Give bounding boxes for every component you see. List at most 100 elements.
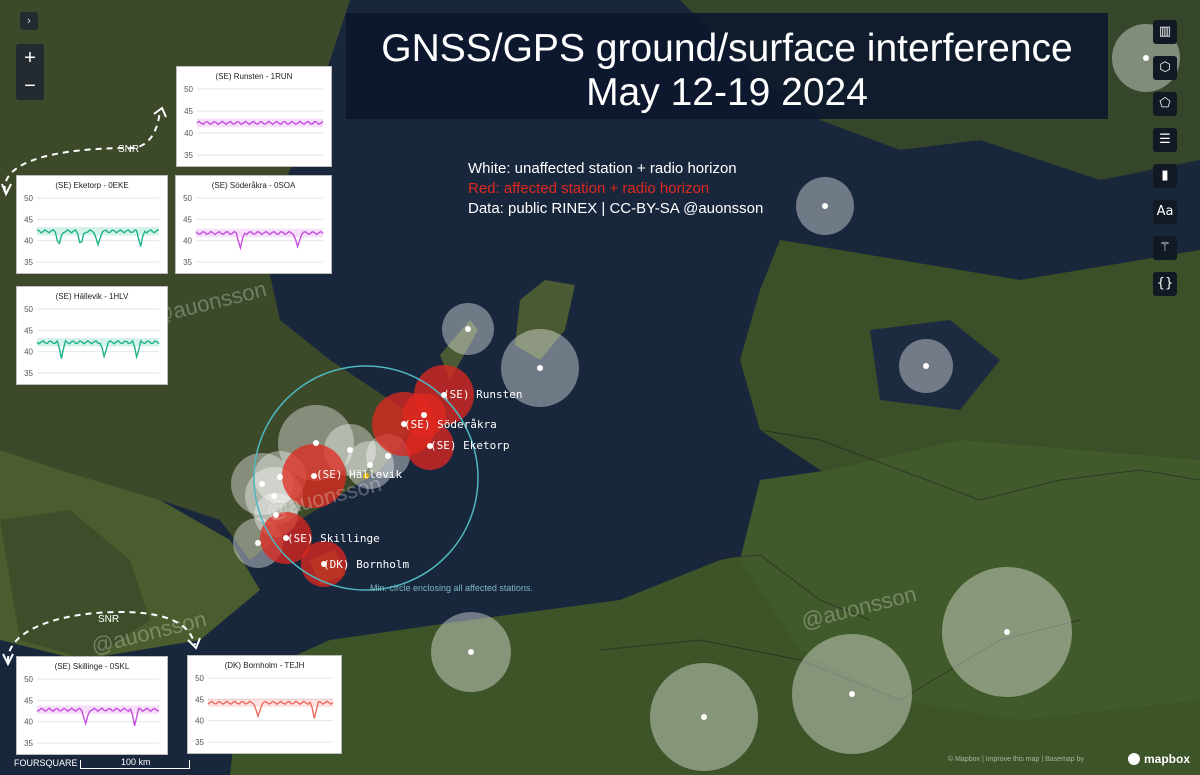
snr-chart: 50 45 40 35 (195, 674, 334, 747)
station-label-skillinge: (SE) Skillinge (287, 532, 380, 545)
code-braces-icon[interactable]: {} (1153, 272, 1177, 296)
mapbox-logo[interactable]: mapbox (1128, 752, 1190, 766)
snr-line (207, 700, 334, 719)
station-dot[interactable] (1004, 629, 1010, 635)
legend-white: White: unaffected station + radio horizo… (468, 160, 737, 177)
y-tick-label: 45 (184, 107, 193, 116)
y-tick-label: 35 (24, 739, 33, 748)
cube-icon[interactable]: ⬡ (1153, 56, 1177, 80)
panel-title: (SE) Söderåkra - 0SOA (211, 181, 296, 190)
station-dot[interactable] (255, 540, 261, 546)
station-dot[interactable] (283, 535, 289, 541)
snr-arrow-top (1, 106, 167, 197)
snr-label: SNR (98, 614, 120, 625)
y-tick-label: 35 (24, 369, 33, 378)
zoom-control: + − (16, 44, 44, 100)
snr-panel-skillinge: (SE) Skillinge - 0SKL 50 45 40 35 (16, 656, 168, 755)
y-tick-label: 45 (24, 696, 33, 705)
legend-red: Red: affected station + radio horizon (468, 180, 710, 197)
foursquare-logo: FOURSQUARE (14, 758, 78, 768)
snr-line (36, 707, 160, 727)
expand-panel-button[interactable]: › (20, 12, 38, 30)
y-tick-label: 50 (183, 194, 192, 203)
station-dot[interactable] (822, 203, 828, 209)
station-label-eketorp: (SE) Eketorp (430, 439, 510, 452)
zoom-out-button[interactable]: − (24, 75, 36, 97)
book-icon[interactable]: ▥ (1153, 20, 1177, 44)
y-tick-label: 45 (183, 215, 192, 224)
title-line-1: GNSS/GPS ground/surface interference (381, 27, 1073, 70)
station-dot[interactable] (313, 440, 319, 446)
text-style-icon[interactable]: Aa (1153, 200, 1177, 224)
y-tick-label: 40 (195, 717, 204, 726)
scale-label: 100 km (121, 757, 151, 767)
snr-panel-runsten: (SE) Runsten - 1RUN 50 45 40 35 (176, 66, 332, 167)
y-tick-label: 35 (183, 258, 192, 267)
y-tick-label: 35 (184, 151, 193, 160)
mapbox-icon (1128, 753, 1140, 765)
y-tick-label: 35 (24, 258, 33, 267)
snr-band (197, 118, 323, 128)
station-dot[interactable] (277, 474, 283, 480)
snr-band (37, 227, 159, 236)
magic-wand-icon[interactable]: ⚚ (1153, 236, 1177, 260)
y-tick-label: 35 (195, 738, 204, 747)
bar-chart-icon[interactable]: ▮ (1153, 164, 1177, 188)
y-tick-label: 50 (195, 674, 204, 683)
snr-panel-eketorp: (SE) Eketorp - 0EKE 50 45 40 35 (16, 175, 168, 274)
title-line-2: May 12-19 2024 (586, 71, 868, 114)
station-label-runsten: (SE) Runsten (443, 388, 523, 401)
station-label-hallevik: (SE) Hällevik (316, 468, 403, 481)
snr-chart: 50 45 40 35 (184, 85, 324, 160)
snr-label: SNR (118, 144, 140, 155)
station-label-soderakra: (SE) Söderåkra (404, 418, 497, 431)
panel-title: (SE) Hällevik - 1HLV (55, 292, 129, 301)
station-dot[interactable] (701, 714, 707, 720)
station-dot[interactable] (321, 561, 327, 567)
snr-panel-bornholm: (DK) Bornholm - TEJH 50 45 40 35 (187, 655, 342, 754)
station-dot[interactable] (537, 365, 543, 371)
panel-title: (SE) Runsten - 1RUN (215, 72, 293, 81)
station-dot[interactable] (468, 649, 474, 655)
snr-arrow-bottom (2, 610, 201, 667)
legend-data-credit: Data: public RINEX | CC-BY-SA @auonsson (468, 200, 764, 217)
station-dot[interactable] (465, 326, 471, 332)
polygon-icon[interactable]: ⬠ (1153, 92, 1177, 116)
station-dot[interactable] (259, 481, 265, 487)
station-dot[interactable] (367, 462, 373, 468)
y-tick-label: 50 (24, 305, 33, 314)
snr-line (195, 230, 324, 251)
station-dot[interactable] (849, 691, 855, 697)
y-tick-label: 50 (184, 85, 193, 94)
station-dot[interactable] (311, 473, 317, 479)
station-dot[interactable] (421, 412, 427, 418)
station-dot[interactable] (427, 443, 433, 449)
y-tick-label: 40 (24, 718, 33, 727)
legend: White: unaffected station + radio horizo… (468, 159, 763, 219)
station-dot[interactable] (441, 392, 447, 398)
snr-panel-soderakra: (SE) Söderåkra - 0SOA 50 45 40 35 (175, 175, 332, 274)
snr-line (36, 228, 160, 248)
y-tick-label: 50 (24, 675, 33, 684)
mapbox-label: mapbox (1144, 752, 1191, 766)
center-marker (363, 473, 369, 479)
y-tick-label: 45 (24, 326, 33, 335)
y-tick-label: 45 (195, 695, 204, 704)
station-dot[interactable] (347, 447, 353, 453)
attribution[interactable]: © Mapbox | Improve this map | Basemap by (948, 756, 1085, 763)
y-tick-label: 50 (24, 194, 33, 203)
min-circle-label: Min. circle enclosing all affected stati… (370, 583, 533, 593)
station-dot[interactable] (1143, 55, 1149, 61)
scale-bar: 100 km (80, 757, 190, 769)
panel-title: (DK) Bornholm - TEJH (224, 661, 305, 670)
snr-line (36, 339, 160, 360)
station-dot[interactable] (385, 453, 391, 459)
station-dot[interactable] (271, 493, 277, 499)
list-icon[interactable]: ☰ (1153, 128, 1177, 152)
y-tick-label: 40 (24, 348, 33, 357)
station-dot[interactable] (923, 363, 929, 369)
station-dot[interactable] (401, 421, 407, 427)
station-dot[interactable] (273, 512, 279, 518)
zoom-in-button[interactable]: + (24, 47, 36, 69)
station-label-bornholm: (DK) Bornholm (323, 558, 410, 571)
